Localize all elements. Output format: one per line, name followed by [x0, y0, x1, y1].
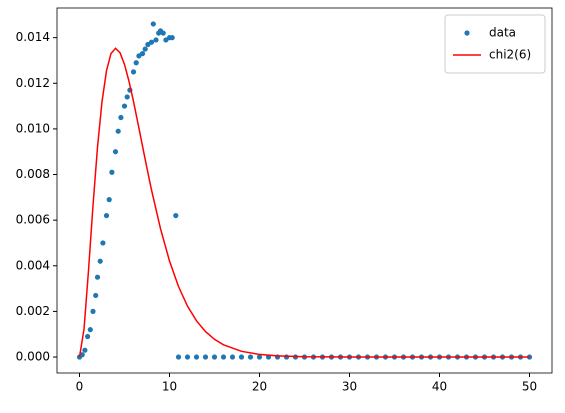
series-line	[78, 47, 530, 358]
legend-label: data	[489, 26, 516, 40]
data-point	[229, 354, 236, 360]
y-tick-label: 0.012	[16, 76, 50, 90]
legend-label: chi2(6)	[489, 48, 531, 62]
y-tick-label: 0.010	[16, 121, 50, 135]
data-point	[97, 258, 103, 264]
data-point	[109, 169, 115, 175]
data-point	[139, 51, 146, 57]
data-point	[106, 197, 112, 203]
y-tick-label: 0.008	[16, 167, 50, 181]
legend-box	[444, 14, 546, 74]
data-point	[256, 354, 263, 360]
data-point	[150, 21, 156, 27]
y-tick-label: 0.000	[16, 350, 50, 364]
data-point	[202, 354, 209, 360]
data-point	[133, 60, 139, 66]
data-point	[121, 103, 128, 109]
data-point	[100, 240, 106, 246]
x-tick-label: 0	[76, 380, 84, 394]
data-point	[184, 354, 191, 360]
data-point	[79, 352, 85, 358]
data-point	[169, 35, 175, 41]
data-point	[112, 149, 119, 155]
x-tick-label: 50	[522, 380, 537, 394]
data-point	[153, 37, 159, 43]
legend-marker	[464, 30, 470, 36]
x-tick-label: 10	[162, 380, 177, 394]
data-point	[211, 354, 218, 360]
x-tick-label: 40	[432, 380, 447, 394]
data-point	[118, 114, 124, 121]
data-point	[130, 69, 137, 75]
plot-frame	[56, 7, 553, 374]
data-point	[82, 347, 88, 353]
data-point	[247, 354, 254, 360]
data-point	[193, 354, 200, 360]
data-point	[160, 30, 166, 36]
y-tick-label: 0.004	[16, 258, 50, 272]
legend: data chi2(6)	[444, 14, 546, 74]
data-point	[93, 292, 99, 299]
y-tick-label: 0.006	[16, 213, 50, 227]
data-point	[87, 327, 93, 333]
data-point	[142, 46, 148, 52]
x-tick-label: 20	[252, 380, 267, 394]
data-point	[115, 128, 121, 134]
data-point	[103, 212, 110, 219]
y-tick-label: 0.014	[16, 30, 50, 44]
data-point	[220, 354, 227, 360]
data-point	[124, 94, 130, 100]
data-point	[90, 308, 96, 315]
data-point	[85, 333, 91, 340]
data-point	[283, 354, 290, 360]
data-point	[175, 354, 182, 360]
data-point	[173, 212, 179, 219]
x-tick-label: 30	[342, 380, 357, 394]
data-point	[148, 39, 155, 45]
data-point	[94, 274, 101, 280]
data-point	[238, 354, 245, 360]
y-tick-label: 0.002	[16, 304, 50, 318]
